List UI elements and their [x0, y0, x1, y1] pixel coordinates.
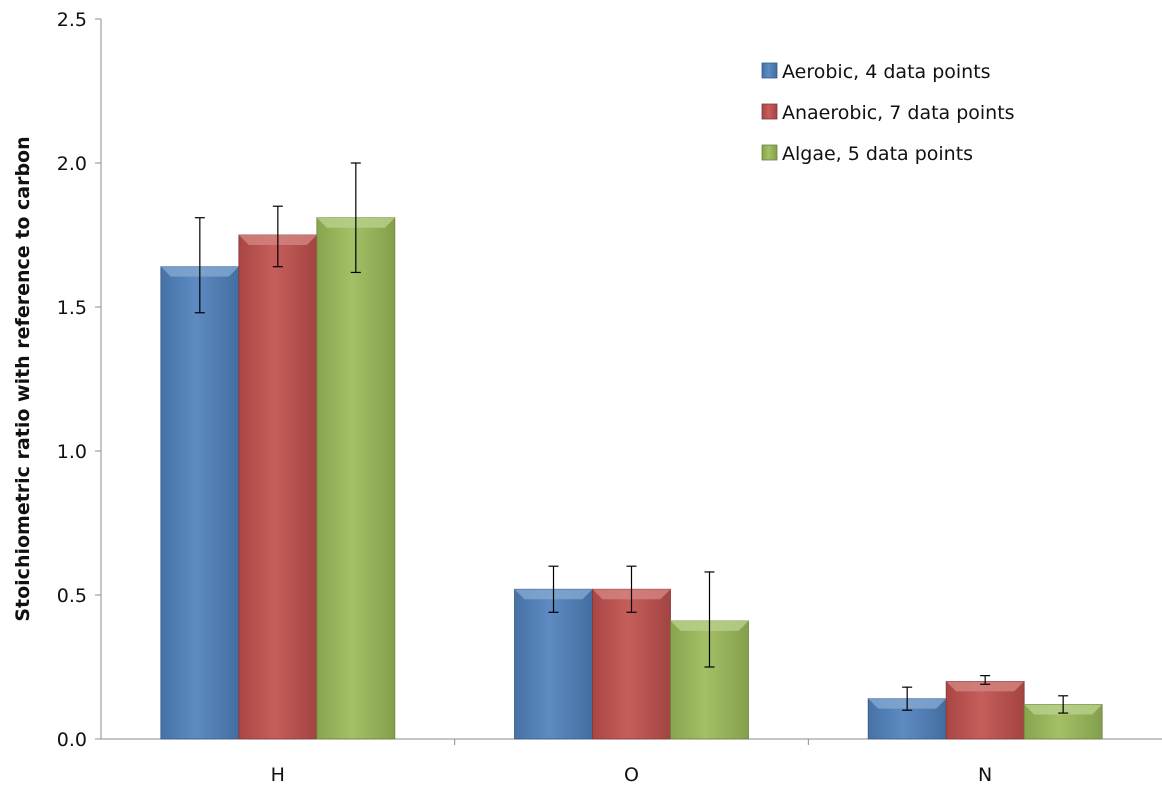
axis-labels: Stoichiometric ratio with reference to c… — [12, 9, 992, 786]
legend-label: Algae, 5 data points — [782, 143, 973, 165]
y-tick-label: 0.5 — [57, 585, 87, 607]
legend: Aerobic, 4 data points Anaerobic, 7 data … — [761, 61, 1015, 165]
y-tick-label: 2.5 — [57, 9, 87, 31]
y-tick-label: 1.0 — [57, 441, 87, 463]
bar-bevel — [946, 681, 1025, 692]
y-axis-title: Stoichiometric ratio with reference to c… — [12, 136, 34, 621]
bar-H-0 — [160, 266, 240, 740]
bars — [160, 217, 1103, 740]
y-tick-label: 0.0 — [57, 729, 87, 751]
bar-H-1 — [238, 234, 318, 740]
legend-label: Anaerobic, 7 data points — [782, 102, 1015, 124]
legend-label: Aerobic, 4 data points — [782, 61, 991, 83]
x-tick-label: O — [624, 764, 639, 785]
bar-H-2 — [316, 217, 396, 740]
bar-O-0 — [514, 588, 593, 740]
legend-swatch — [761, 103, 778, 120]
x-tick-label: N — [978, 764, 992, 785]
y-tick-label: 1.5 — [57, 297, 87, 319]
error-bars — [194, 162, 1069, 714]
y-tick-label: 2.0 — [57, 153, 87, 175]
legend-swatch — [761, 62, 778, 79]
legend-swatch — [761, 144, 778, 161]
x-tick-label: H — [271, 764, 285, 785]
